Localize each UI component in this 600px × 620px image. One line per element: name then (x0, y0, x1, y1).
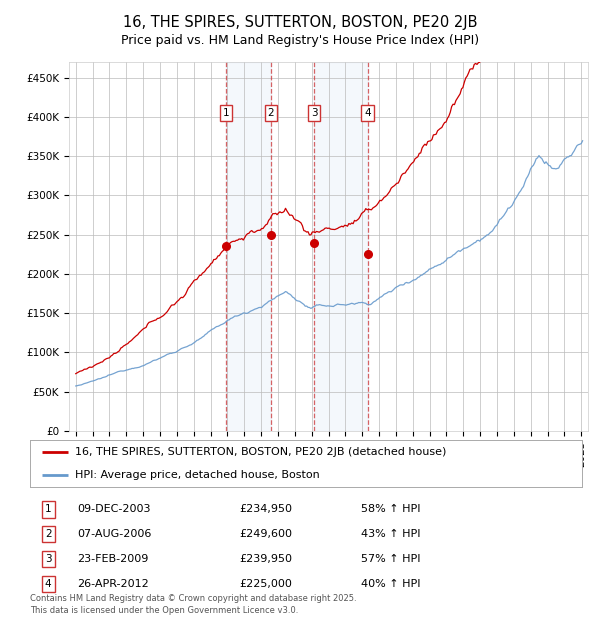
Text: 07-AUG-2006: 07-AUG-2006 (77, 529, 151, 539)
Text: 3: 3 (45, 554, 52, 564)
Bar (314, 62, 368, 431)
Text: 16, THE SPIRES, SUTTERTON, BOSTON, PE20 2JB (detached house): 16, THE SPIRES, SUTTERTON, BOSTON, PE20 … (75, 447, 446, 458)
Text: 26-APR-2012: 26-APR-2012 (77, 579, 149, 589)
Text: £234,950: £234,950 (240, 504, 293, 514)
Text: Price paid vs. HM Land Registry's House Price Index (HPI): Price paid vs. HM Land Registry's House … (121, 34, 479, 47)
Text: 4: 4 (364, 108, 371, 118)
Text: £249,600: £249,600 (240, 529, 293, 539)
Text: 57% ↑ HPI: 57% ↑ HPI (361, 554, 421, 564)
Text: 58% ↑ HPI: 58% ↑ HPI (361, 504, 421, 514)
Text: 1: 1 (45, 504, 52, 514)
Text: 1: 1 (223, 108, 229, 118)
Text: 23-FEB-2009: 23-FEB-2009 (77, 554, 148, 564)
Text: 4: 4 (45, 579, 52, 589)
Text: 2: 2 (45, 529, 52, 539)
Bar (226, 62, 271, 431)
Text: 16, THE SPIRES, SUTTERTON, BOSTON, PE20 2JB: 16, THE SPIRES, SUTTERTON, BOSTON, PE20 … (123, 16, 477, 30)
Text: 2: 2 (268, 108, 274, 118)
Text: 43% ↑ HPI: 43% ↑ HPI (361, 529, 421, 539)
Text: 40% ↑ HPI: 40% ↑ HPI (361, 579, 421, 589)
Text: Contains HM Land Registry data © Crown copyright and database right 2025.
This d: Contains HM Land Registry data © Crown c… (30, 594, 356, 615)
Text: £225,000: £225,000 (240, 579, 293, 589)
Text: £239,950: £239,950 (240, 554, 293, 564)
Text: 09-DEC-2003: 09-DEC-2003 (77, 504, 151, 514)
Text: 3: 3 (311, 108, 317, 118)
Text: HPI: Average price, detached house, Boston: HPI: Average price, detached house, Bost… (75, 469, 320, 480)
